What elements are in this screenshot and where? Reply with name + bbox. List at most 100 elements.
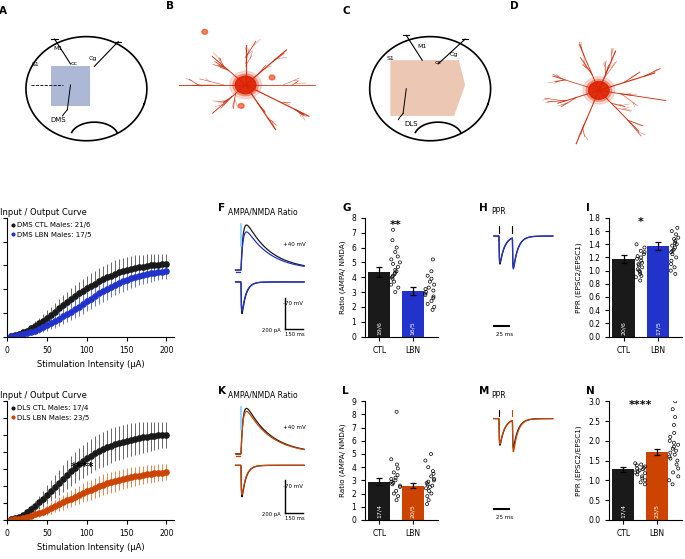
- Legend: DLS CTL Males: 17/4, DLS LBN Males: 23/5: DLS CTL Males: 17/4, DLS LBN Males: 23/5: [10, 405, 90, 421]
- Point: [632, 464, 643, 473]
- Circle shape: [229, 72, 262, 98]
- Text: G: G: [342, 203, 351, 213]
- Text: D: D: [510, 1, 519, 11]
- Point: [390, 486, 401, 495]
- Point: [429, 302, 440, 311]
- Text: S1: S1: [32, 63, 39, 68]
- Point: [390, 268, 401, 277]
- Point: [635, 269, 646, 278]
- Point: [671, 240, 682, 249]
- Point: [634, 261, 645, 270]
- Point: [425, 277, 436, 286]
- Point: [669, 263, 680, 272]
- Circle shape: [586, 79, 612, 101]
- Point: [632, 470, 643, 479]
- Point: [669, 428, 680, 437]
- Text: 10 μm: 10 μm: [282, 148, 302, 153]
- Point: [671, 253, 682, 262]
- Point: [671, 230, 682, 239]
- Point: [421, 484, 432, 492]
- Text: M: M: [479, 386, 490, 396]
- Point: [639, 243, 650, 252]
- Point: [420, 291, 431, 300]
- Point: [426, 274, 437, 283]
- Point: [632, 252, 643, 260]
- Polygon shape: [51, 67, 90, 106]
- Text: M1: M1: [53, 46, 62, 51]
- Text: AMPA/NMDA Ratio: AMPA/NMDA Ratio: [228, 391, 297, 400]
- Point: [666, 259, 677, 268]
- Point: [421, 287, 432, 296]
- Point: [386, 455, 397, 464]
- Point: [428, 292, 439, 301]
- Point: [426, 267, 437, 276]
- Point: [636, 256, 647, 265]
- Point: [390, 473, 401, 482]
- Point: [636, 472, 647, 481]
- Circle shape: [269, 75, 275, 80]
- Point: [386, 280, 397, 289]
- Text: F: F: [218, 203, 225, 213]
- Point: [429, 280, 440, 289]
- Circle shape: [238, 103, 244, 108]
- Point: [667, 480, 678, 489]
- Point: [388, 225, 399, 234]
- Text: 23/5: 23/5: [654, 504, 660, 518]
- Point: [421, 500, 432, 509]
- Point: [671, 446, 682, 455]
- Text: ****: ****: [71, 462, 94, 472]
- Point: [393, 283, 403, 292]
- X-axis label: Stimulation Intensity (μA): Stimulation Intensity (μA): [37, 543, 145, 552]
- Point: [636, 258, 647, 267]
- X-axis label: Stimulation Intensity (μA): Stimulation Intensity (μA): [37, 360, 145, 369]
- Point: [391, 267, 402, 276]
- Point: [395, 258, 406, 267]
- Text: DLS: DLS: [404, 121, 418, 127]
- Point: [669, 235, 680, 244]
- Text: 10 μm: 10 μm: [626, 148, 646, 153]
- Legend: DMS CTL Males: 21/6, DMS LBN Males: 17/5: DMS CTL Males: 21/6, DMS LBN Males: 17/5: [10, 221, 92, 238]
- Point: [388, 468, 399, 477]
- Bar: [402, 291, 424, 337]
- Point: [638, 463, 649, 472]
- Point: [420, 456, 431, 465]
- Point: [390, 266, 401, 274]
- Point: [423, 477, 434, 486]
- Point: [393, 252, 403, 261]
- Text: 17/4: 17/4: [377, 504, 382, 518]
- Point: [636, 460, 647, 469]
- Bar: [646, 452, 668, 520]
- Point: [672, 456, 683, 465]
- Point: [640, 469, 651, 478]
- Point: [422, 300, 433, 309]
- Point: [386, 475, 397, 484]
- Point: [422, 492, 433, 501]
- Point: [423, 463, 434, 472]
- Point: [428, 293, 439, 302]
- Text: 17/4: 17/4: [621, 504, 626, 518]
- Text: PPR: PPR: [491, 207, 506, 216]
- Point: [639, 480, 650, 489]
- Point: [664, 452, 675, 461]
- Text: AMPA/NMDA Ratio: AMPA/NMDA Ratio: [228, 207, 297, 216]
- Point: [387, 480, 398, 489]
- Point: [393, 464, 403, 473]
- Point: [669, 450, 680, 459]
- Point: [669, 245, 680, 254]
- Point: [666, 248, 677, 257]
- Point: [636, 272, 647, 281]
- Point: [670, 397, 681, 406]
- Bar: [369, 272, 390, 337]
- Point: [395, 482, 406, 491]
- Point: [635, 247, 646, 255]
- Text: C: C: [342, 6, 350, 16]
- Text: **: **: [390, 220, 402, 230]
- Text: Cg: Cg: [88, 56, 97, 61]
- Point: [638, 465, 649, 473]
- Point: [428, 286, 439, 295]
- Point: [421, 479, 432, 487]
- Point: [427, 255, 438, 264]
- Point: [673, 440, 684, 449]
- Point: [386, 273, 397, 282]
- Point: [665, 448, 676, 457]
